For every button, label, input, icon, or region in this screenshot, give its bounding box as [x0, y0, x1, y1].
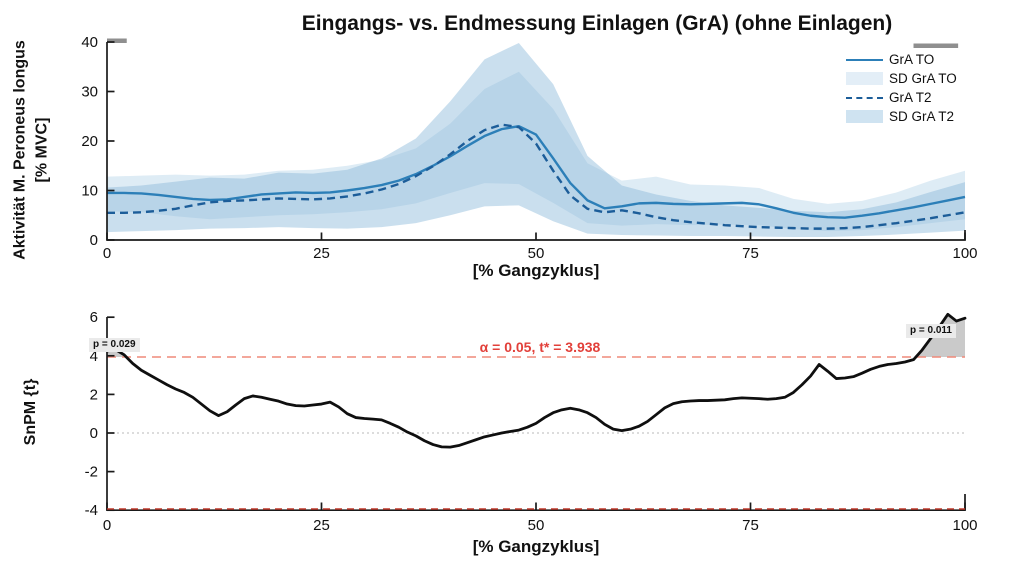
- p-value-label-left: p = 0.029: [89, 338, 140, 352]
- significance-bar-left: [107, 38, 127, 43]
- p-value-label-right: p = 0.011: [906, 324, 956, 338]
- sd-band-t2: [107, 42, 965, 238]
- legend-item-gra-t2: GrA T2: [846, 88, 957, 107]
- legend-label: SD GrA TO: [889, 71, 957, 86]
- legend-item-sd-gra-to: SD GrA TO: [846, 69, 957, 88]
- dashed-line-swatch: [846, 96, 883, 99]
- top-x-tick-label: 100: [952, 245, 977, 262]
- top-x-tick-label: 25: [313, 245, 330, 262]
- legend-item-gra-to: GrA TO: [846, 50, 957, 69]
- bottom-y-tick-label: 0: [90, 425, 98, 442]
- bottom-y-axis-label: SnPM {t}: [22, 378, 40, 446]
- top-y-axis-label-line2: [% MVC]: [33, 117, 50, 183]
- bottom-y-tick-label: -4: [85, 502, 98, 519]
- top-y-tick-label: 10: [81, 183, 98, 200]
- sd-band-to: [107, 71, 965, 232]
- gra-to-curve: [107, 124, 966, 219]
- legend-label: GrA T2: [889, 90, 932, 105]
- bottom-x-tick-label: 0: [103, 517, 111, 534]
- bottom-x-tick-label: 100: [952, 517, 977, 534]
- bottom-x-tick-label: 75: [742, 517, 759, 534]
- gra-t2-curve: [107, 123, 966, 230]
- bottom-x-axis-label: [% Gangzyklus]: [472, 537, 600, 556]
- threshold-annotation: α = 0.05, t* = 3.938: [479, 339, 601, 355]
- top-x-tick-label: 50: [528, 245, 545, 262]
- legend-label: GrA TO: [889, 52, 935, 67]
- legend-item-sd-gra-t2: SD GrA T2: [846, 107, 957, 126]
- top-y-tick-label: 40: [81, 34, 98, 51]
- snpm-curve: [105, 312, 967, 449]
- dark-patch-swatch: [846, 110, 883, 123]
- top-y-axis-label-line1: Aktivität M. Peroneus longus: [11, 40, 29, 260]
- bottom-y-tick-label: 6: [90, 309, 98, 326]
- top-y-axis-label: Aktivität M. Peroneus longus [% MVC]: [9, 40, 52, 260]
- solid-line-swatch: [846, 58, 883, 61]
- top-y-tick-label: 0: [90, 232, 98, 249]
- figure-title: Eingangs- vs. Endmessung Einlagen (GrA) …: [301, 12, 893, 35]
- top-y-tick-label: 30: [81, 84, 98, 101]
- significance-bar-right: [913, 43, 959, 48]
- bottom-y-tick-label: 4: [90, 348, 98, 365]
- top-y-tick-label: 20: [81, 133, 98, 150]
- bottom-y-tick-label: 2: [90, 386, 98, 403]
- bottom-x-tick-label: 50: [528, 517, 545, 534]
- top-x-axis-label: [% Gangzyklus]: [472, 261, 600, 280]
- top-x-tick-label: 75: [742, 245, 759, 262]
- light-patch-swatch: [846, 72, 883, 85]
- bottom-x-tick-label: 25: [313, 517, 330, 534]
- legend: GrA TO SD GrA TO GrA T2 SD GrA T2: [846, 50, 957, 126]
- legend-label: SD GrA T2: [889, 109, 955, 124]
- bottom-y-tick-label: -2: [85, 464, 98, 481]
- top-x-tick-label: 0: [103, 245, 111, 262]
